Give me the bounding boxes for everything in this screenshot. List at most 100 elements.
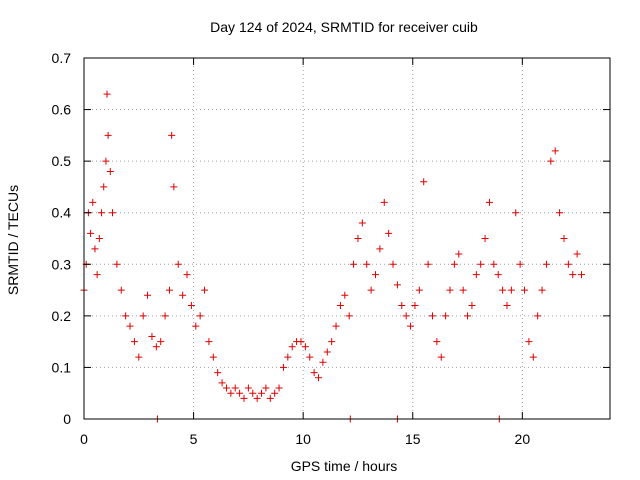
- data-point: [542, 260, 550, 268]
- data-point: [402, 312, 410, 320]
- data-point: [538, 286, 546, 294]
- data-point: [507, 286, 515, 294]
- data-point: [341, 291, 349, 299]
- plot-frame: [83, 57, 611, 420]
- data-point: [547, 157, 555, 165]
- data-point: [411, 302, 419, 310]
- grid-lines: [84, 58, 610, 419]
- y-tick-label: 0.6: [52, 102, 72, 118]
- data-point: [288, 343, 296, 351]
- y-axis-label: SRMTID / TECUs: [5, 185, 21, 295]
- data-point: [284, 353, 292, 361]
- x-tick-label: 20: [515, 431, 531, 447]
- data-point: [481, 235, 489, 242]
- data-point: [187, 302, 195, 310]
- data-point: [415, 286, 423, 294]
- data-point: [95, 235, 103, 242]
- data-point: [301, 343, 309, 351]
- data-point: [310, 369, 318, 377]
- data-point: [389, 260, 397, 268]
- data-point: [122, 312, 130, 320]
- data-point: [102, 157, 110, 165]
- data-point: [262, 384, 270, 392]
- data-point: [135, 353, 143, 361]
- data-point: [196, 312, 204, 320]
- data-point: [113, 260, 121, 268]
- data-point: [201, 286, 209, 294]
- data-point: [103, 90, 111, 98]
- data-point: [108, 209, 116, 217]
- chart-title: Day 124 of 2024, SRMTID for receiver cui…: [210, 19, 478, 35]
- data-point: [222, 384, 230, 392]
- data-point: [358, 219, 366, 227]
- y-tick-label: 0.5: [52, 153, 72, 169]
- data-point: [271, 389, 279, 397]
- data-point: [503, 302, 511, 310]
- data-point: [573, 250, 581, 258]
- data-point: [227, 389, 235, 397]
- data-point: [521, 286, 529, 294]
- data-point: [117, 286, 125, 294]
- data-point: [468, 302, 476, 310]
- data-point: [494, 271, 502, 279]
- data-point: [380, 198, 388, 206]
- x-tick-label: 5: [190, 431, 198, 447]
- data-point: [376, 245, 384, 253]
- data-point: [336, 302, 344, 310]
- x-tick-label: 0: [80, 431, 88, 447]
- data-point: [564, 260, 572, 268]
- data-point: [315, 374, 323, 382]
- data-point: [87, 229, 95, 237]
- data-point: [323, 348, 331, 356]
- data-point: [578, 271, 586, 279]
- data-point: [144, 291, 152, 299]
- x-tick-label: 10: [295, 431, 311, 447]
- data-point: [512, 209, 520, 217]
- data-point: [179, 291, 187, 299]
- data-point: [350, 260, 358, 268]
- data-point: [551, 147, 559, 155]
- data-point: [170, 183, 178, 191]
- data-point: [534, 312, 542, 320]
- data-point: [556, 209, 564, 217]
- data-point: [477, 260, 485, 268]
- data-point: [398, 302, 406, 310]
- y-tick-label: 0: [63, 411, 71, 427]
- data-point: [516, 260, 524, 268]
- data-point: [174, 260, 182, 268]
- data-point: [367, 286, 375, 294]
- data-point: [148, 332, 156, 340]
- data-point: [279, 363, 287, 371]
- data-point: [459, 286, 467, 294]
- data-point: [407, 322, 415, 330]
- data-point: [371, 271, 379, 279]
- data-points: [80, 90, 586, 423]
- data-point: [168, 131, 176, 139]
- x-axis-label: GPS time / hours: [291, 458, 398, 474]
- y-tick-label: 0.7: [52, 50, 72, 66]
- data-point: [165, 286, 173, 294]
- data-point: [424, 260, 432, 268]
- data-point: [485, 198, 493, 206]
- data-point: [328, 338, 336, 346]
- data-point: [192, 322, 200, 330]
- data-point: [236, 389, 244, 397]
- data-point: [93, 271, 101, 279]
- data-point: [306, 353, 314, 361]
- data-point: [297, 338, 305, 346]
- data-point: [363, 260, 371, 268]
- y-tick-label: 0.4: [52, 205, 72, 221]
- data-point: [231, 384, 239, 392]
- x-tick-labels: 0 5 10 15 20: [80, 431, 530, 447]
- data-point: [345, 312, 353, 320]
- data-point: [266, 394, 274, 402]
- data-point: [433, 338, 441, 346]
- data-point: [354, 235, 362, 242]
- data-point: [420, 178, 428, 186]
- data-point: [161, 312, 169, 320]
- axis-ticks: [83, 57, 610, 420]
- data-point: [104, 131, 112, 139]
- data-point: [209, 353, 217, 361]
- data-point: [464, 312, 472, 320]
